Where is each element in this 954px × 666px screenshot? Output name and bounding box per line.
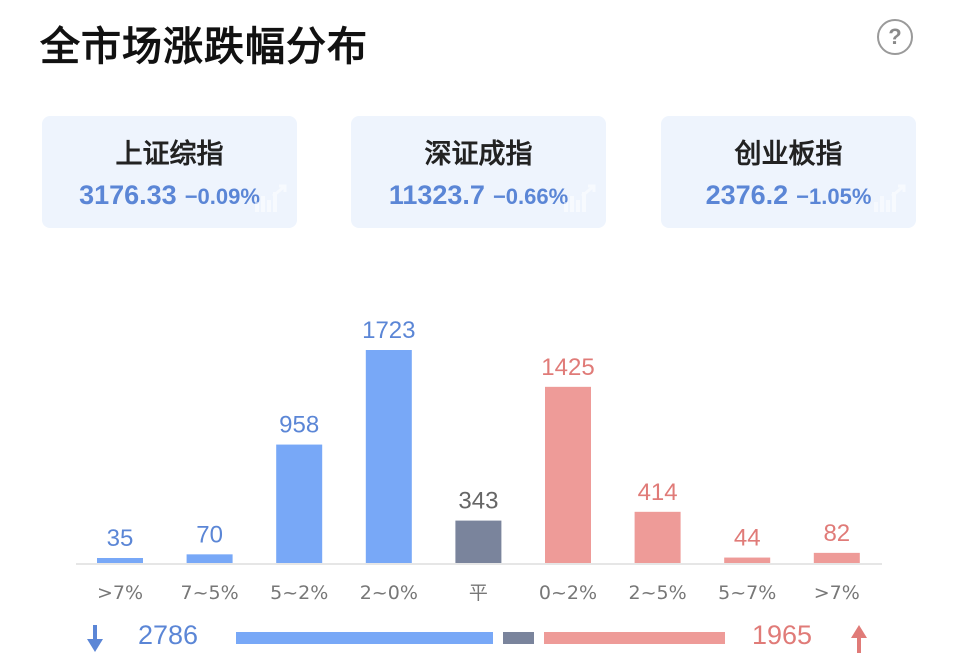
summary-bar: 2786 1965 <box>0 620 954 660</box>
x-tick-label: 0~2% <box>539 582 597 604</box>
bar-2[interactable] <box>276 444 323 563</box>
index-value: 3176.33 <box>79 180 177 210</box>
bar-1[interactable] <box>186 554 233 563</box>
index-name: 深证成指 <box>424 139 533 170</box>
bar-6[interactable] <box>634 511 681 563</box>
help-glyph: ? <box>888 24 902 49</box>
index-name: 创业板指 <box>734 139 843 170</box>
bar-7[interactable] <box>724 557 771 563</box>
trend-decoration-icon <box>255 184 287 212</box>
distribution-chart: 35 >7% 70 7~5% 958 5~2% 1723 2~0% 343 平 1425 0~2% 41… <box>76 317 882 604</box>
up-ratio-segment <box>544 632 725 644</box>
bar-value-label: 343 <box>458 488 498 515</box>
bar-value-label: 958 <box>279 412 319 439</box>
bar-value-label: 82 <box>823 520 850 547</box>
index-card-shanghai[interactable]: 上证综指 3176.33 −0.09% <box>42 116 297 228</box>
x-tick-label: >7% <box>814 582 860 604</box>
x-tick-label: 5~2% <box>270 582 328 604</box>
bar-value-label: 35 <box>107 525 134 552</box>
index-value: 11323.7 <box>388 180 485 210</box>
x-tick-label: 2~5% <box>629 582 687 604</box>
x-tick-label: 2~0% <box>360 582 418 604</box>
x-tick-label: 5~7% <box>718 582 776 604</box>
flat-ratio-segment <box>502 632 535 644</box>
bar-value-label: 1425 <box>541 354 594 381</box>
up-count: 1965 <box>752 620 813 650</box>
index-value: 2376.2 <box>705 180 789 210</box>
index-change: −0.66% <box>492 184 569 209</box>
bar-value-label: 70 <box>196 521 223 548</box>
down-ratio-segment <box>236 632 493 644</box>
index-change: −0.09% <box>184 184 260 209</box>
bar-3[interactable] <box>365 350 412 563</box>
trend-decoration-icon <box>874 184 906 212</box>
index-card-shenzhen[interactable]: 深证成指 11323.7 −0.66% <box>351 116 606 228</box>
trend-decoration-icon <box>564 184 596 212</box>
arrow-up-icon <box>851 625 867 653</box>
x-tick-label: 7~5% <box>181 582 239 604</box>
bar-value-label: 414 <box>638 479 678 506</box>
down-count: 2786 <box>138 620 199 650</box>
bar-5[interactable] <box>545 386 591 563</box>
help-circle-icon[interactable]: ? <box>877 19 913 55</box>
bar-4[interactable] <box>455 520 502 563</box>
index-name: 上证综指 <box>115 139 224 170</box>
bar-8[interactable] <box>813 552 860 563</box>
bar-0[interactable] <box>97 558 143 563</box>
page-title: 全市场涨跌幅分布 <box>40 24 368 70</box>
arrow-down-icon <box>87 625 103 652</box>
index-change: −1.05% <box>796 184 872 209</box>
index-card-chinext[interactable]: 创业板指 2376.2 −1.05% <box>661 116 916 228</box>
x-tick-label: 平 <box>469 582 488 604</box>
bar-value-label: 44 <box>734 525 761 552</box>
x-tick-label: >7% <box>97 582 143 604</box>
bar-value-label: 1723 <box>362 317 415 344</box>
